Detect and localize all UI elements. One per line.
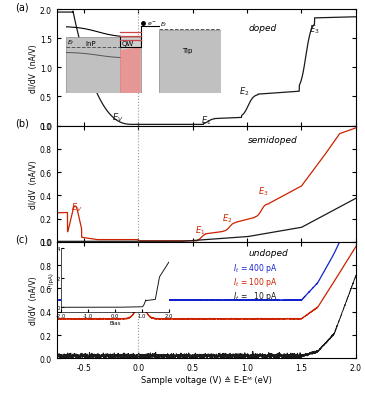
Text: $E_V$: $E_V$ <box>71 201 82 213</box>
Text: (c): (c) <box>15 234 28 244</box>
Text: $I_t$ = 100 pA: $I_t$ = 100 pA <box>233 275 278 288</box>
Text: $E_2$: $E_2$ <box>239 85 250 98</box>
Text: $I_t$ = 400 pA: $I_t$ = 400 pA <box>233 261 278 274</box>
Text: (b): (b) <box>15 118 28 128</box>
Text: $E_V$: $E_V$ <box>112 111 124 124</box>
X-axis label: Sample voltage (V) ≙ E-Eᴹ (eV): Sample voltage (V) ≙ E-Eᴹ (eV) <box>141 375 272 384</box>
Text: $I_t$ =   10 pA: $I_t$ = 10 pA <box>233 289 278 302</box>
Y-axis label: dI/dV  (nA/V): dI/dV (nA/V) <box>29 44 38 92</box>
Text: undoped: undoped <box>248 248 288 257</box>
Text: doped: doped <box>248 24 276 33</box>
Y-axis label: dI/dV  (nA/V): dI/dV (nA/V) <box>29 160 38 209</box>
Y-axis label: dI/dV  (nA/V): dI/dV (nA/V) <box>29 276 38 325</box>
Text: $E_1$: $E_1$ <box>195 224 205 237</box>
Text: semidoped: semidoped <box>248 136 298 145</box>
Text: $E_2$: $E_2$ <box>222 213 233 225</box>
Text: $E_1$: $E_1$ <box>201 114 212 126</box>
Text: $E_3$: $E_3$ <box>258 185 269 197</box>
Text: (a): (a) <box>15 2 28 12</box>
Text: $E_3$: $E_3$ <box>309 23 320 36</box>
